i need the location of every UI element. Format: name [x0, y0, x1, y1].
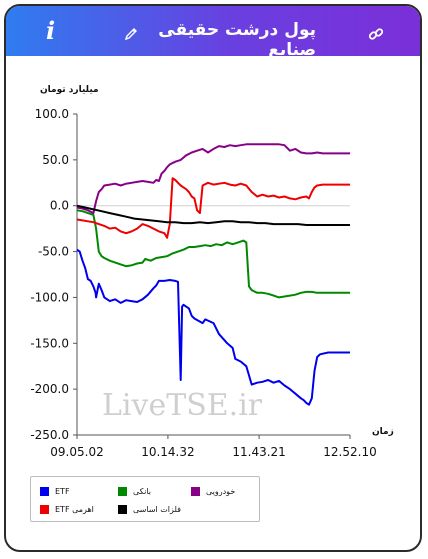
header-bar: i پول درشت حقیقی صنایع [6, 6, 420, 60]
legend-label-leveraged-etf: اهرمی ETF [55, 505, 94, 514]
y-tick-label: 0.0 [50, 199, 69, 213]
x-tick-label: 09.05.02 [50, 445, 103, 459]
legend-swatch-leveraged-etf [40, 505, 49, 514]
watermark: LiveTSE.ir [102, 388, 263, 423]
x-tick-label: 11.43.21 [232, 445, 285, 459]
legend-swatch-etf [40, 487, 49, 496]
y-tick-label: 100.0 [35, 107, 69, 121]
info-icon[interactable]: i [46, 16, 56, 45]
legend-label-auto: خودرویی [206, 487, 236, 496]
page-title: پول درشت حقیقی صنایع [158, 20, 316, 60]
x-axis-label: زمان [372, 427, 394, 437]
series-line-1 [76, 209, 350, 299]
legend-label-metals: فلزات اساسی [133, 505, 181, 514]
y-tick-label: -150.0 [30, 336, 69, 350]
y-tick-label: -250.0 [30, 428, 69, 442]
y-tick-label: -200.0 [30, 382, 69, 396]
pencil-icon[interactable] [124, 26, 138, 45]
series-line-4 [76, 204, 350, 226]
legend-swatch-banks [118, 487, 127, 496]
x-tick-label: 12.52.10 [323, 445, 376, 459]
y-tick-label: -50.0 [38, 245, 69, 259]
y-tick-label: 50.0 [42, 153, 69, 167]
legend-label-etf: ETF [55, 487, 70, 496]
series-line-3 [76, 177, 350, 239]
legend-swatch-auto [191, 487, 200, 496]
series-line-2 [76, 143, 350, 215]
legend-label-banks: بانکی [133, 487, 151, 496]
chart-card: i پول درشت حقیقی صنایع [4, 4, 422, 552]
x-tick-label: 10.14.32 [141, 445, 194, 459]
legend: ETF بانکی خودرویی اهرمی ETF فلزات اساسی [30, 476, 260, 522]
y-axis-label: میلیارد تومان [40, 85, 99, 95]
y-tick-label: -100.0 [30, 290, 69, 304]
series-line-0 [76, 248, 350, 406]
link-icon[interactable] [368, 26, 384, 46]
legend-swatch-metals [118, 505, 127, 514]
